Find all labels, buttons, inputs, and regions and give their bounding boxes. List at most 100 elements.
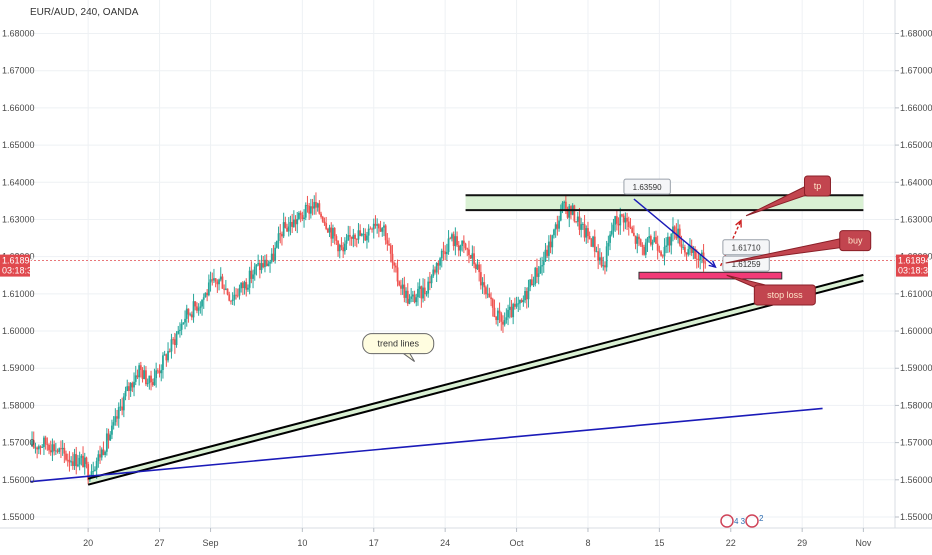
candle-body[interactable] [488, 293, 491, 298]
candle-body[interactable] [524, 291, 526, 301]
candle-body[interactable] [134, 375, 137, 382]
candle-body[interactable] [206, 292, 209, 296]
candle-body[interactable] [658, 250, 661, 252]
candle-body[interactable] [403, 284, 406, 298]
candle-body[interactable] [508, 306, 511, 310]
candle-body[interactable] [537, 273, 540, 277]
candle-body[interactable] [102, 449, 105, 455]
candle-body[interactable] [638, 236, 640, 240]
candle-body[interactable] [287, 226, 290, 232]
candle-body[interactable] [146, 382, 149, 385]
candle-body[interactable] [675, 232, 678, 239]
candle-body[interactable] [44, 437, 47, 445]
candle-body[interactable] [82, 455, 84, 468]
candle-body[interactable] [456, 236, 458, 246]
candle-body[interactable] [502, 321, 504, 325]
candle-body[interactable] [298, 212, 300, 219]
candle-body[interactable] [697, 259, 700, 260]
candle-body[interactable] [575, 221, 577, 223]
candle-body[interactable] [615, 216, 618, 224]
candle-body[interactable] [364, 233, 367, 241]
candle-body[interactable] [150, 375, 152, 383]
candle-body[interactable] [612, 224, 615, 231]
candle-body[interactable] [272, 253, 275, 261]
candle-body[interactable] [687, 249, 690, 255]
candle-body[interactable] [597, 251, 600, 261]
candle-body[interactable] [247, 287, 249, 290]
candle-body[interactable] [51, 444, 54, 453]
candle-body[interactable] [158, 370, 161, 374]
candle-body[interactable] [396, 267, 399, 282]
candle-body[interactable] [639, 239, 642, 245]
candle-body[interactable] [408, 298, 411, 304]
candle-body[interactable] [54, 450, 57, 452]
candle-body[interactable] [498, 310, 501, 314]
candle-body[interactable] [321, 216, 324, 222]
candle-body[interactable] [595, 251, 598, 253]
candle-body[interactable] [170, 339, 173, 352]
candle-body[interactable] [423, 287, 426, 295]
candle-body[interactable] [202, 297, 205, 300]
candle-body[interactable] [559, 208, 562, 221]
candle-body[interactable] [544, 249, 547, 262]
candle-body[interactable] [315, 201, 317, 208]
candle-body[interactable] [175, 333, 178, 346]
candle-body[interactable] [525, 291, 528, 300]
candle-body[interactable] [673, 226, 676, 233]
candle-body[interactable] [430, 276, 433, 284]
candle-body[interactable] [413, 294, 416, 303]
candle-body[interactable] [343, 243, 346, 252]
candle-body[interactable] [685, 252, 688, 255]
candle-body[interactable] [257, 263, 260, 265]
candle-body[interactable] [522, 300, 525, 302]
candle-body[interactable] [405, 290, 407, 298]
candle-body[interactable] [111, 425, 113, 435]
candle-body[interactable] [578, 216, 581, 230]
candle-body[interactable] [104, 451, 107, 455]
candle-body[interactable] [478, 264, 481, 273]
candle-body[interactable] [114, 416, 117, 423]
candle-body[interactable] [374, 223, 377, 226]
candle-body[interactable] [401, 284, 404, 289]
candle-body[interactable] [490, 297, 492, 300]
support-zone[interactable] [638, 271, 783, 280]
candle-body[interactable] [590, 239, 593, 247]
candle-body[interactable] [282, 222, 285, 237]
candle-body[interactable] [700, 252, 703, 255]
candle-body[interactable] [308, 205, 311, 214]
candle-body[interactable] [653, 237, 656, 242]
candle-body[interactable] [99, 454, 101, 458]
candle-body[interactable] [357, 230, 360, 240]
long-trend-line[interactable] [29, 407, 823, 483]
candle-body[interactable] [500, 313, 503, 322]
candle-body[interactable] [71, 461, 74, 466]
candle-body[interactable] [75, 454, 78, 467]
candle-body[interactable] [219, 276, 222, 280]
candle-body[interactable] [668, 236, 671, 246]
candle-body[interactable] [252, 274, 254, 279]
candle-body[interactable] [617, 223, 620, 226]
candle-body[interactable] [333, 228, 336, 237]
candle-body[interactable] [313, 201, 316, 209]
candle-body[interactable] [65, 453, 67, 460]
candle-body[interactable] [349, 235, 351, 237]
candle-body[interactable] [145, 370, 147, 385]
candle-body[interactable] [100, 449, 103, 458]
candle-body[interactable] [689, 245, 691, 250]
candle-body[interactable] [49, 450, 52, 453]
candle-body[interactable] [655, 237, 657, 244]
candle-body[interactable] [451, 234, 453, 239]
candle-body[interactable] [133, 381, 135, 388]
candle-body[interactable] [194, 301, 197, 307]
candle-body[interactable] [260, 263, 263, 271]
candle-body[interactable] [371, 228, 373, 230]
candle-body[interactable] [636, 236, 639, 244]
candles[interactable] [31, 192, 707, 485]
candle-body[interactable] [168, 351, 171, 352]
candle-body[interactable] [245, 282, 248, 290]
candle-body[interactable] [155, 370, 158, 379]
candle-body[interactable] [598, 257, 601, 261]
candle-body[interactable] [233, 294, 236, 300]
candle-body[interactable] [289, 221, 292, 227]
